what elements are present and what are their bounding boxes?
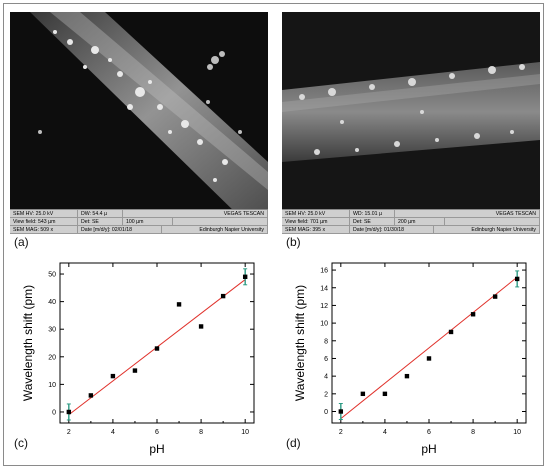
y-tick-label: 10	[48, 382, 56, 389]
sem-magnification: SEM MAG: 395 x	[282, 226, 350, 233]
y-tick-label: 14	[320, 285, 328, 292]
x-tick-label: 10	[241, 429, 249, 436]
y-tick-label: 50	[48, 272, 56, 279]
sem-databar-a: SEM HV: 25.0 kV DW: 54.4 µ VEGAS TESCAN …	[10, 209, 268, 234]
data-point	[492, 294, 498, 299]
panel-label-b: (b)	[286, 235, 301, 249]
y-tick-label: 8	[324, 338, 328, 345]
x-tick-label: 4	[383, 429, 387, 436]
data-point	[176, 302, 182, 307]
sem-scale-bar-label: 200 µm	[395, 218, 445, 225]
y-tick-label: 30	[48, 327, 56, 334]
x-tick-label: 8	[471, 429, 475, 436]
data-point	[382, 391, 388, 397]
sem-view-field: View field: 543 µm	[10, 218, 78, 225]
x-tick-label: 8	[199, 429, 203, 436]
data-point	[426, 356, 432, 361]
data-point	[338, 409, 344, 414]
sem-hv: SEM HV: 25.0 kV	[10, 210, 78, 217]
y-tick-label: 0	[324, 409, 328, 416]
data-point	[88, 393, 94, 398]
y-axis-label: Wavelength shift (pm)	[293, 285, 307, 401]
data-point	[514, 276, 520, 282]
x-tick-label: 4	[111, 429, 115, 436]
x-tick-label: 6	[155, 429, 159, 436]
panel-label-a: (a)	[14, 235, 29, 249]
y-tick-label: 4	[324, 374, 328, 381]
data-point	[154, 346, 160, 351]
x-axis-label: pH	[149, 442, 164, 456]
panel-label-c: (c)	[14, 436, 28, 450]
linear-fit-line	[340, 276, 518, 419]
data-point	[360, 391, 366, 397]
plot-frame	[331, 262, 527, 424]
sem-date: Date [m/d/y]: 01/30/18	[350, 226, 434, 233]
figure-frame	[3, 3, 544, 466]
sem-institution: Edinburgh Napier University	[434, 226, 540, 233]
data-point	[66, 409, 72, 415]
data-point	[448, 329, 454, 335]
y-tick-label: 20	[48, 354, 56, 361]
y-tick-label: 10	[320, 321, 328, 328]
sem-detector: Det: SE	[350, 218, 395, 225]
data-point	[198, 324, 204, 329]
sem-fiber-image-a	[10, 12, 268, 234]
chart-d: 2 4 6 8 10 0 2 4 6 8 10 12 14 16 pH Wavelength shift (p…	[293, 262, 527, 456]
sem-institution: Edinburgh Napier University	[162, 226, 268, 233]
sem-scale-bar-label: 100 µm	[123, 218, 173, 225]
sem-image-a: SEM HV: 25.0 kV DW: 54.4 µ VEGAS TESCAN …	[10, 12, 268, 234]
data-point	[220, 293, 226, 299]
sem-brand: VEGAS TESCAN	[123, 210, 268, 217]
x-tick-label: 6	[427, 429, 431, 436]
sem-magnification: SEM MAG: 509 x	[10, 226, 78, 233]
data-point	[470, 312, 476, 317]
y-tick-label: 6	[324, 356, 328, 363]
chart-c: 2 4 6 8 10 0 10 20 30 40 50 pH Wavelength shift (pm)	[21, 262, 255, 456]
y-axis-label: Wavelength shift (pm)	[21, 285, 35, 401]
panel-label-d: (d)	[286, 436, 301, 450]
y-tick-label: 0	[52, 409, 56, 416]
y-tick-label: 12	[320, 303, 328, 310]
data-point	[404, 373, 410, 379]
data-point	[110, 373, 116, 379]
sem-dw: DW: 54.4 µ	[78, 210, 123, 217]
y-tick-label: 2	[324, 391, 328, 398]
x-axis-label: pH	[421, 442, 436, 456]
sem-detector: Det: SE	[78, 218, 123, 225]
y-tick-label: 16	[320, 268, 328, 275]
sem-view-field: View field: 701 µm	[282, 218, 350, 225]
x-tick-label: 2	[339, 429, 343, 436]
sem-databar-b: SEM HV: 25.0 kV WD: 15.01 µ VEGAS TESCAN…	[282, 209, 540, 234]
y-tick-label: 40	[48, 299, 56, 306]
sem-date: Date [m/d/y]: 02/01/18	[78, 226, 162, 233]
sem-wd: WD: 15.01 µ	[350, 210, 395, 217]
data-point	[242, 274, 248, 279]
data-point	[132, 368, 138, 373]
sem-image-b: SEM HV: 25.0 kV WD: 15.01 µ VEGAS TESCAN…	[282, 12, 540, 234]
x-tick-label: 2	[67, 429, 71, 436]
sem-fiber-image-b	[282, 12, 540, 234]
x-tick-label: 10	[513, 429, 521, 436]
sem-brand: VEGAS TESCAN	[395, 210, 540, 217]
sem-hv: SEM HV: 25.0 kV	[282, 210, 350, 217]
